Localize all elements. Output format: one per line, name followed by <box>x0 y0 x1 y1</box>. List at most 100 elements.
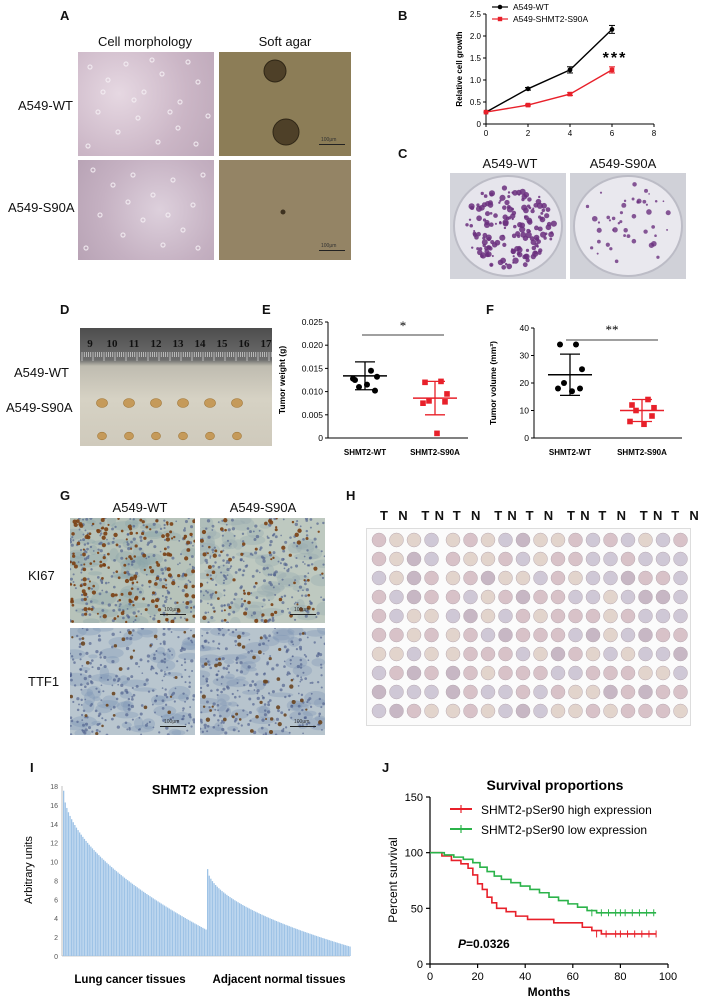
chart-i-bar <box>195 924 198 956</box>
stained-nucleus <box>117 576 121 580</box>
nucleus-dot <box>84 728 88 732</box>
nucleus-dot <box>229 542 232 546</box>
tissue-patch <box>70 649 86 660</box>
stained-nucleus <box>171 581 176 586</box>
chart-i-bar <box>266 916 268 956</box>
stained-nucleus <box>149 644 152 647</box>
tma-core <box>550 570 566 586</box>
nucleus-dot <box>280 609 285 613</box>
nucleus-dot <box>88 674 92 678</box>
nucleus-dot <box>279 688 283 692</box>
nucleus-dot <box>106 538 108 541</box>
ruler-number: 13 <box>173 338 185 350</box>
colony-dot <box>531 245 537 251</box>
scale-text-a1: 100μm <box>321 137 337 143</box>
stained-nucleus <box>70 599 74 604</box>
tissue-patch <box>200 670 211 679</box>
colony-dot <box>662 200 665 203</box>
nucleus-dot <box>231 630 235 634</box>
nucleus-dot <box>304 582 307 586</box>
nucleus-dot <box>73 661 76 664</box>
nucleus-dot <box>316 522 319 525</box>
tma-core <box>445 551 461 567</box>
nucleus-dot <box>289 658 292 662</box>
tumor-specimen <box>205 431 215 441</box>
nucleus-dot <box>224 647 228 651</box>
nucleus-dot <box>297 684 300 687</box>
tma-core <box>445 570 461 586</box>
nucleus-dot <box>183 528 186 532</box>
stained-nucleus <box>127 524 132 529</box>
nucleus-dot <box>188 722 191 725</box>
nucleus-dot <box>298 632 302 636</box>
stained-nucleus <box>177 574 181 578</box>
tissue-patch <box>109 548 119 562</box>
nucleus-dot <box>235 656 239 660</box>
chart-i-bar <box>107 864 110 956</box>
nucleus-dot <box>313 641 316 644</box>
nucleus-dot <box>132 524 136 528</box>
tma-core <box>568 665 583 681</box>
stained-nucleus <box>235 712 239 716</box>
colony-dot <box>525 248 530 252</box>
chart-i-bar <box>176 913 178 956</box>
stained-nucleus <box>154 582 158 586</box>
chart-f-point-wt <box>561 380 567 386</box>
stained-nucleus <box>85 660 90 665</box>
tma-core <box>371 532 387 548</box>
chart-i-bar <box>295 928 297 956</box>
tma-core <box>480 589 496 605</box>
nucleus-dot <box>256 692 259 695</box>
chart-i-bar <box>181 916 183 956</box>
chart-i-bar <box>154 899 156 956</box>
nucleus-dot <box>80 554 83 556</box>
nucleus-dot <box>274 628 277 630</box>
nucleus-dot <box>102 690 105 693</box>
stained-nucleus <box>128 630 132 635</box>
nucleus-dot <box>210 603 213 606</box>
chart-i-bar <box>141 890 143 956</box>
chart-i-bar <box>149 896 151 956</box>
chart-i-bar <box>72 822 74 956</box>
stained-nucleus <box>184 593 189 598</box>
colony-dot <box>513 224 517 229</box>
nucleus-dot <box>140 628 145 630</box>
chart-i-bar <box>296 929 298 956</box>
nucleus-dot <box>283 567 286 570</box>
colony-dot <box>507 194 511 199</box>
nucleus-dot <box>271 534 274 537</box>
nucleus-dot <box>203 723 207 727</box>
nucleus-dot <box>262 642 265 646</box>
nucleus-dot <box>111 619 115 623</box>
nucleus-dot <box>309 526 312 529</box>
nucleus-dot <box>130 675 134 679</box>
chart-i-bar <box>293 927 295 956</box>
nucleus-dot <box>286 569 290 573</box>
stained-nucleus <box>121 637 126 642</box>
nucleus-dot <box>244 607 248 611</box>
stained-nucleus <box>71 532 75 536</box>
tma-core <box>424 570 439 586</box>
colony-dot <box>550 231 554 235</box>
chart-j-curve <box>430 851 657 914</box>
nucleus-dot <box>299 680 302 683</box>
colony-dot <box>506 206 514 213</box>
nucleus-dot <box>132 620 135 623</box>
colony-dot <box>489 212 493 215</box>
panel-d-row-wt: A549-WT <box>14 365 69 380</box>
chart-i-ytick-label: 2 <box>54 935 58 942</box>
chart-b-point-wt <box>525 86 531 92</box>
nucleus-dot <box>213 713 216 717</box>
nucleus-dot <box>222 549 225 552</box>
stained-nucleus <box>254 618 259 623</box>
stained-nucleus <box>192 634 195 638</box>
ruler-number: 17 <box>261 338 273 350</box>
colony-dot <box>590 246 594 250</box>
nucleus-dot <box>221 519 224 522</box>
nucleus-dot <box>248 697 252 701</box>
nucleus-dot <box>233 534 236 537</box>
tma-core <box>603 608 618 624</box>
stained-nucleus <box>165 537 171 542</box>
tma-core <box>515 703 531 719</box>
